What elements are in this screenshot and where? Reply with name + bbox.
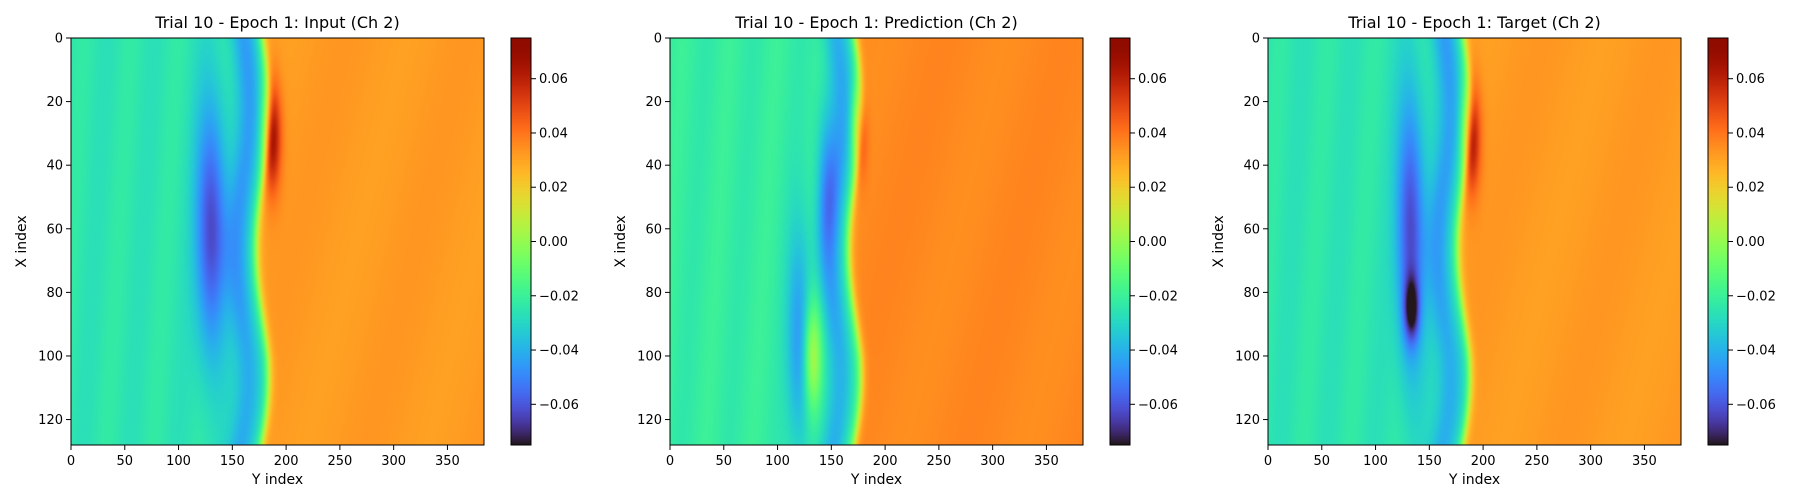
y-tick-label: 100 <box>38 349 63 364</box>
x-axis-label: Y index <box>850 472 902 488</box>
colorbar-tick-label: −0.06 <box>1138 398 1178 413</box>
colorbar-tick-label: 0.06 <box>539 72 568 87</box>
colorbar-tick-label: −0.04 <box>1736 344 1776 359</box>
y-tick-label: 40 <box>46 159 63 174</box>
y-tick-label: 0 <box>1252 32 1260 47</box>
x-tick-label: 100 <box>765 454 790 469</box>
x-tick-label: 300 <box>980 454 1005 469</box>
y-axis-label: X index <box>1211 215 1227 267</box>
colorbar-tick-label: 0.04 <box>1138 126 1167 141</box>
x-tick-label: 200 <box>1471 454 1496 469</box>
x-tick-label: 100 <box>166 454 191 469</box>
y-tick-label: 40 <box>1243 159 1260 174</box>
colorbar-tick-label: 0.04 <box>1736 126 1765 141</box>
y-tick-label: 120 <box>1235 413 1260 428</box>
heatmap-panel-1: Trial 10 - Epoch 1: Input (Ch 2) 0 50 100 15… <box>14 13 579 488</box>
x-axis-label: Y index <box>251 472 303 488</box>
x-tick-label: 350 <box>1632 454 1657 469</box>
colorbar-tick-label: 0.00 <box>1138 235 1167 250</box>
y-tick-label: 100 <box>637 349 662 364</box>
colorbar-tick-label: 0.02 <box>1736 181 1765 196</box>
chart-title: Trial 10 - Epoch 1: Prediction (Ch 2) <box>734 13 1017 32</box>
x-tick-label: 350 <box>1034 454 1059 469</box>
heatmap-image <box>1268 38 1681 445</box>
colorbar-tick-label: −0.02 <box>539 289 579 304</box>
axes-frame <box>1267 37 1682 446</box>
heatmap-image <box>71 38 484 445</box>
colorbar-tick-label: −0.04 <box>539 344 579 359</box>
x-tick-label: 250 <box>1524 454 1549 469</box>
y-tick-label: 100 <box>1235 349 1260 364</box>
x-tick-label: 50 <box>716 454 733 469</box>
colorbar <box>1110 38 1130 445</box>
colorbar-tick-label: 0.02 <box>539 181 568 196</box>
x-tick-label: 0 <box>666 454 674 469</box>
y-tick-label: 0 <box>55 32 63 47</box>
y-tick-label: 20 <box>1243 95 1260 110</box>
colorbar-tick-label: 0.06 <box>1138 72 1167 87</box>
y-tick-label: 80 <box>645 286 662 301</box>
y-tick-label: 120 <box>637 413 662 428</box>
x-tick-label: 0 <box>1264 454 1272 469</box>
x-tick-label: 300 <box>1578 454 1603 469</box>
heatmap-panel-2: Trial 10 - Epoch 1: Prediction (Ch 2) 0 50… <box>613 13 1178 488</box>
colorbar-tick-label: −0.06 <box>539 398 579 413</box>
colorbar-tick-label: −0.04 <box>1138 344 1178 359</box>
y-axis-label: X index <box>14 215 30 267</box>
colorbar-tick-label: 0.00 <box>539 235 568 250</box>
heatmap-panel-3: Trial 10 - Epoch 1: Target (Ch 2) 0 50 100 1… <box>1211 13 1776 488</box>
y-tick-label: 60 <box>1243 222 1260 237</box>
y-tick-label: 20 <box>645 95 662 110</box>
chart-title: Trial 10 - Epoch 1: Input (Ch 2) <box>154 13 399 32</box>
x-tick-label: 300 <box>381 454 406 469</box>
x-tick-label: 200 <box>873 454 898 469</box>
colorbar <box>1708 38 1728 445</box>
x-tick-label: 250 <box>327 454 352 469</box>
colorbar-tick-label: −0.02 <box>1138 289 1178 304</box>
x-tick-label: 250 <box>926 454 951 469</box>
y-tick-label: 80 <box>46 286 63 301</box>
heatmap-image <box>670 38 1083 445</box>
y-axis-label: X index <box>613 215 629 267</box>
x-tick-label: 50 <box>1314 454 1331 469</box>
axes-frame <box>669 37 1084 446</box>
x-tick-label: 0 <box>67 454 75 469</box>
y-tick-label: 60 <box>46 222 63 237</box>
x-tick-label: 100 <box>1363 454 1388 469</box>
colorbar-tick-label: 0.04 <box>539 126 568 141</box>
y-tick-label: 20 <box>46 95 63 110</box>
chart-title: Trial 10 - Epoch 1: Target (Ch 2) <box>1347 13 1600 32</box>
y-tick-label: 0 <box>654 32 662 47</box>
x-tick-label: 150 <box>1417 454 1442 469</box>
colorbar-tick-label: −0.06 <box>1736 398 1776 413</box>
y-tick-label: 120 <box>38 413 63 428</box>
x-tick-label: 350 <box>435 454 460 469</box>
colorbar-tick-label: 0.02 <box>1138 181 1167 196</box>
x-axis-label: Y index <box>1448 472 1500 488</box>
y-tick-label: 80 <box>1243 286 1260 301</box>
colorbar-tick-label: 0.06 <box>1736 72 1765 87</box>
y-tick-label: 60 <box>645 222 662 237</box>
colorbar-tick-label: −0.02 <box>1736 289 1776 304</box>
x-tick-label: 150 <box>220 454 245 469</box>
colorbar-tick-label: 0.00 <box>1736 235 1765 250</box>
x-tick-label: 50 <box>117 454 134 469</box>
colorbar <box>511 38 531 445</box>
axes-frame <box>70 37 485 446</box>
y-tick-label: 40 <box>645 159 662 174</box>
x-tick-label: 150 <box>819 454 844 469</box>
x-tick-label: 200 <box>274 454 299 469</box>
